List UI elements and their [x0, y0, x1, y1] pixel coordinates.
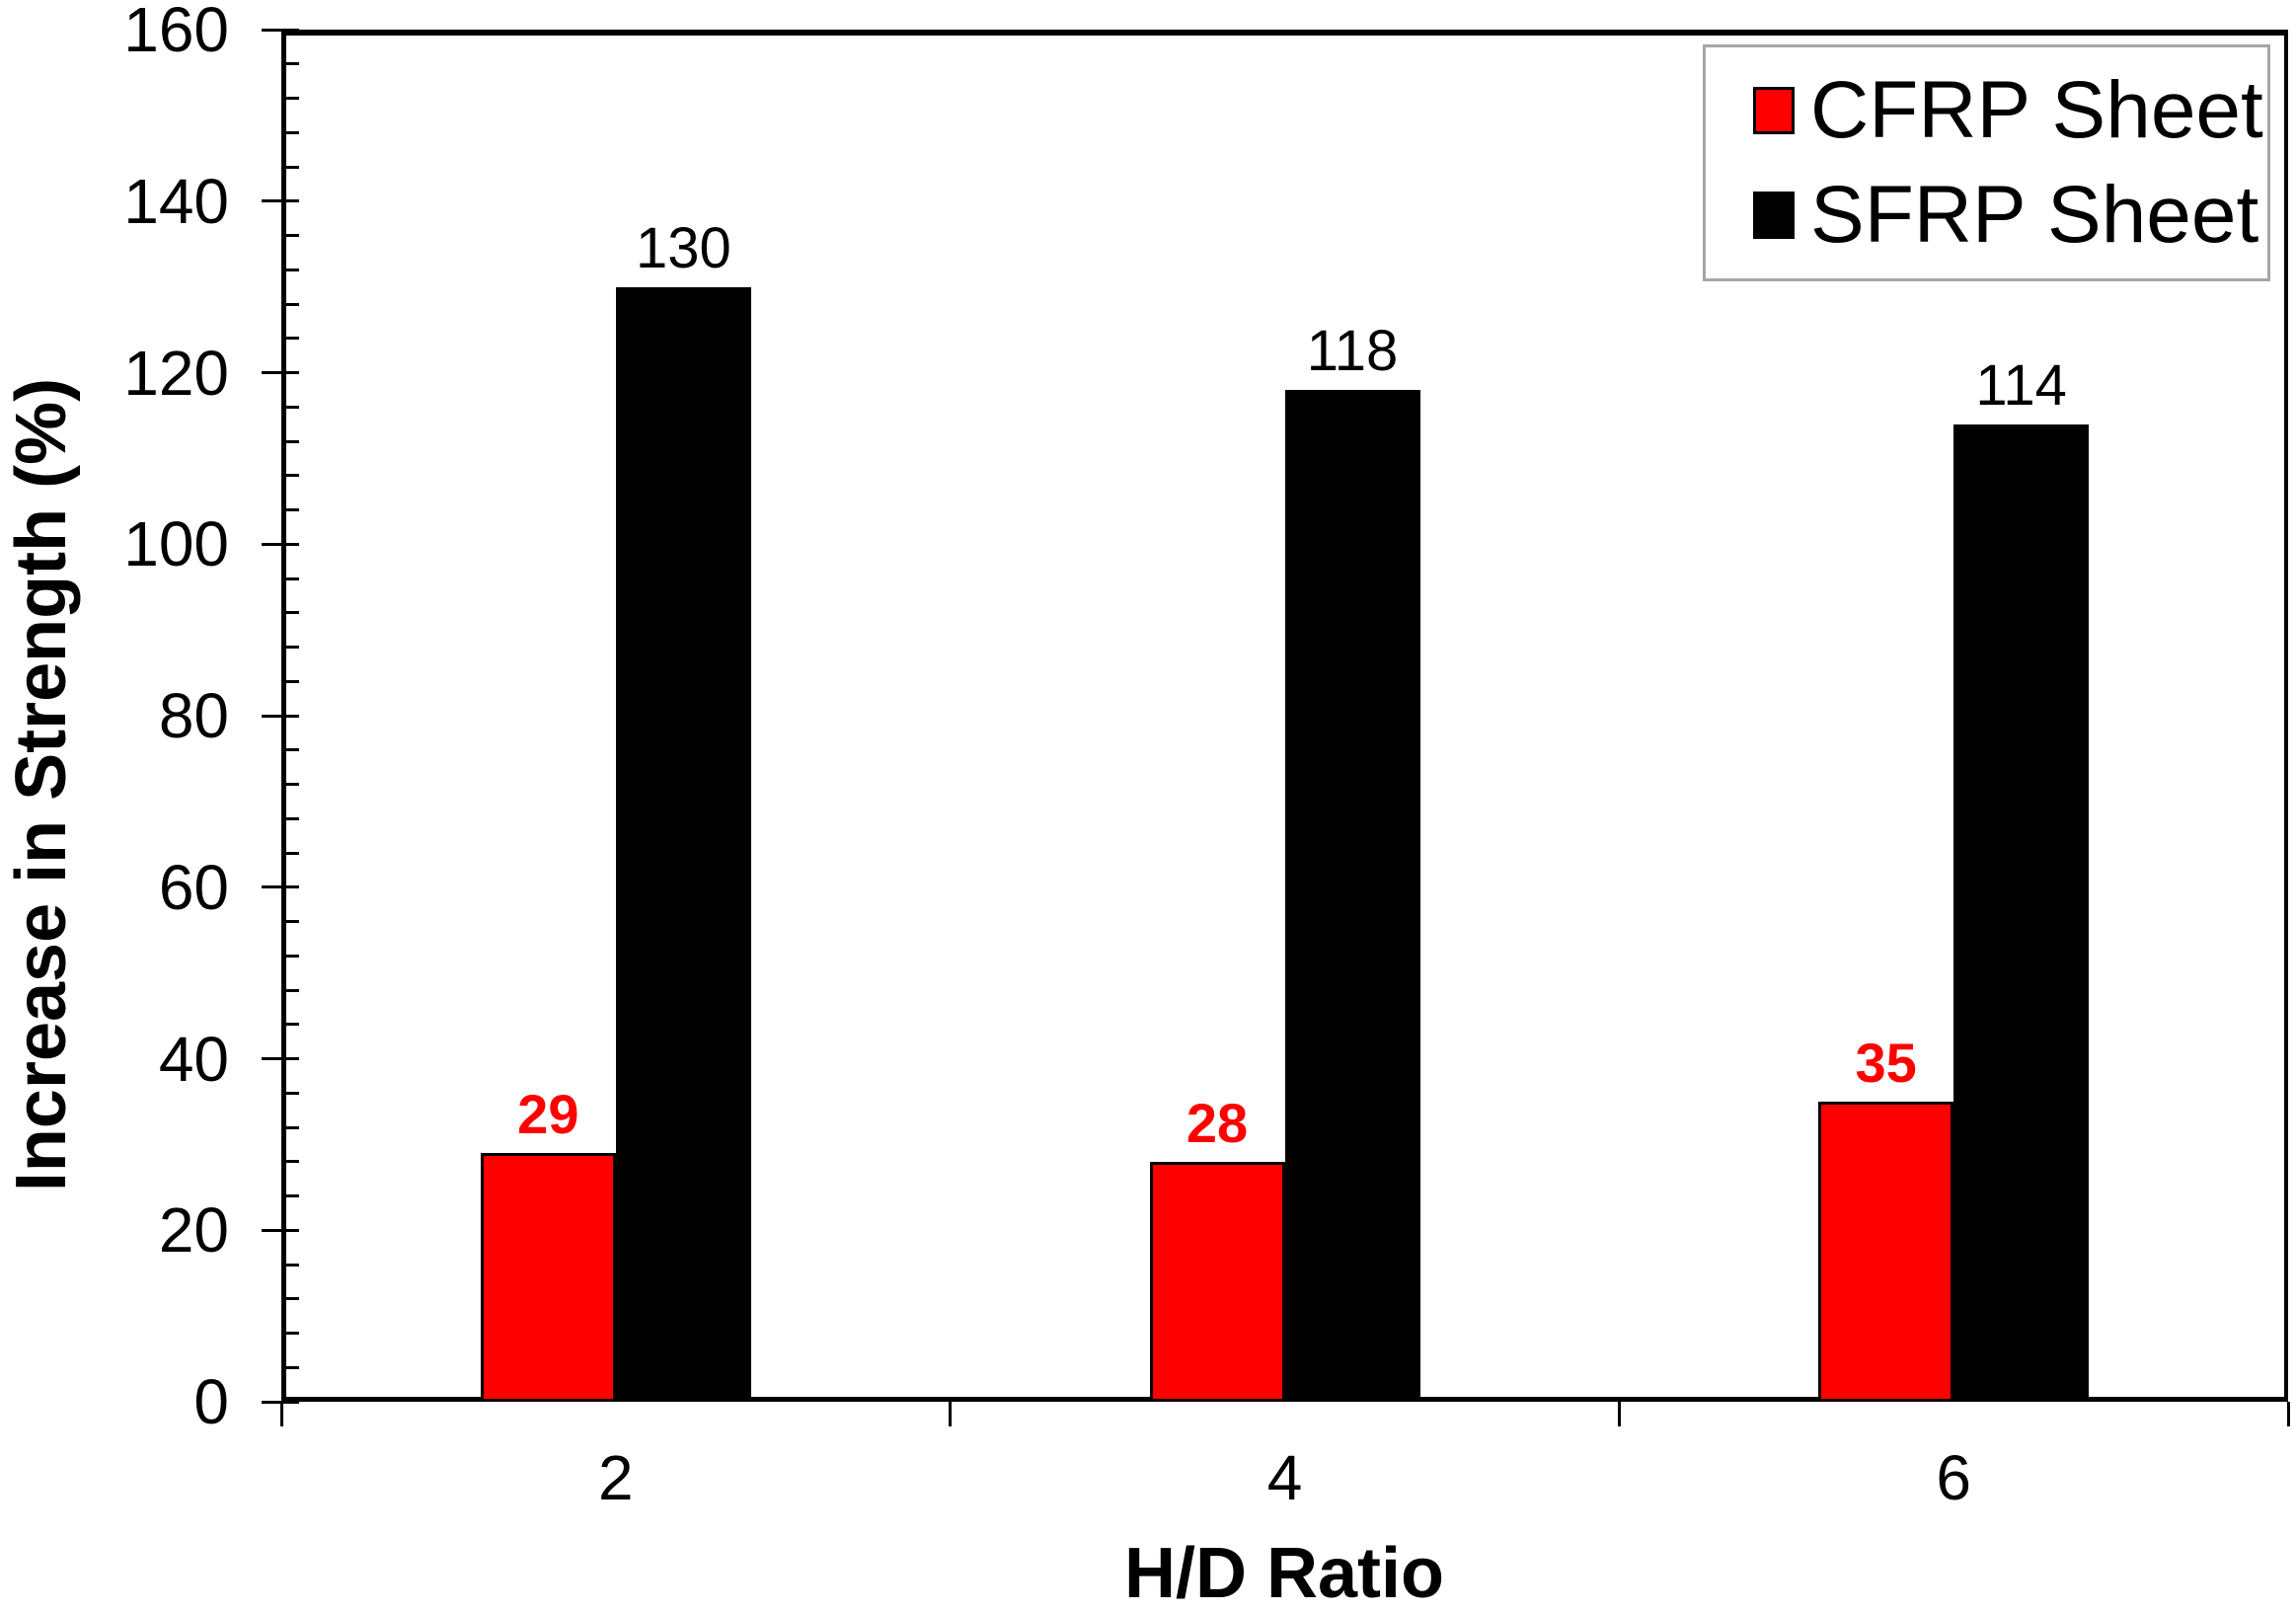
y-minor-tick	[282, 405, 299, 409]
x-tick	[2286, 1402, 2290, 1426]
y-tick-label: 120	[123, 337, 229, 409]
y-tick-label: 60	[158, 851, 229, 923]
y-minor-tick	[282, 783, 299, 786]
y-minor-tick	[282, 439, 299, 443]
y-tick-label: 0	[193, 1366, 229, 1437]
y-minor-tick	[282, 576, 299, 580]
legend-swatch-cfrp-sheet	[1753, 87, 1795, 135]
y-major-tick	[262, 28, 299, 32]
y-minor-tick	[282, 646, 299, 649]
bar-value-label: 130	[635, 215, 731, 280]
y-minor-tick	[282, 954, 299, 958]
y-axis-title: Increase in Strength (%)	[2, 377, 81, 1192]
y-minor-tick	[282, 920, 299, 923]
y-major-tick	[262, 714, 299, 718]
y-minor-tick	[282, 1160, 299, 1164]
x-tick	[949, 1402, 953, 1426]
y-tick-label: 40	[158, 1023, 229, 1095]
bar-sfrp-sheet	[1284, 389, 1420, 1402]
y-minor-tick	[282, 474, 299, 478]
y-minor-tick	[282, 1263, 299, 1267]
x-tick-label: 2	[598, 1442, 634, 1513]
bar-value-label: 35	[1855, 1031, 1917, 1094]
y-minor-tick	[282, 988, 299, 992]
y-minor-tick	[282, 851, 299, 855]
y-minor-tick	[282, 337, 299, 341]
legend-item: SFRP Sheet	[1753, 169, 2267, 260]
y-major-tick	[262, 885, 299, 889]
y-minor-tick	[282, 62, 299, 66]
legend-swatch-sfrp-sheet	[1753, 191, 1795, 239]
y-major-tick	[262, 1057, 299, 1060]
y-minor-tick	[282, 816, 299, 820]
x-tick-label: 4	[1266, 1442, 1303, 1513]
y-major-tick	[262, 542, 299, 546]
bar-cfrp-sheet	[480, 1153, 616, 1402]
y-minor-tick	[282, 268, 299, 271]
y-minor-tick	[282, 1297, 299, 1301]
bar-value-label: 118	[1306, 318, 1399, 383]
legend-item: CFRP Sheet	[1753, 70, 2267, 151]
y-minor-tick	[282, 165, 299, 169]
y-major-tick	[262, 371, 299, 374]
y-minor-tick	[282, 748, 299, 752]
y-tick-label: 80	[158, 680, 229, 751]
y-minor-tick	[282, 1194, 299, 1197]
y-minor-tick	[282, 1332, 299, 1335]
y-minor-tick	[282, 234, 299, 237]
x-axis-title: H/D Ratio	[1124, 1534, 1444, 1613]
y-major-tick	[262, 199, 299, 203]
y-minor-tick	[282, 611, 299, 615]
y-minor-tick	[282, 1023, 299, 1027]
bar-cfrp-sheet	[1149, 1161, 1285, 1402]
y-minor-tick	[282, 679, 299, 683]
y-tick-label: 20	[158, 1194, 229, 1267]
bar-value-label: 114	[1975, 352, 2067, 418]
y-minor-tick	[282, 508, 299, 511]
y-minor-tick	[282, 302, 299, 306]
bar-value-label: 29	[517, 1083, 579, 1146]
x-tick	[1617, 1402, 1621, 1426]
y-minor-tick	[282, 1091, 299, 1095]
y-minor-tick	[282, 97, 299, 100]
y-minor-tick	[282, 1365, 299, 1369]
legend: CFRP Sheet SFRP Sheet	[1703, 44, 2270, 281]
y-minor-tick	[282, 1125, 299, 1129]
bar-cfrp-sheet	[1818, 1101, 1954, 1402]
y-tick-label: 160	[123, 0, 229, 65]
y-major-tick	[262, 1228, 299, 1232]
legend-label: CFRP Sheet	[1810, 65, 2263, 156]
y-minor-tick	[282, 130, 299, 134]
y-tick-label: 100	[123, 508, 229, 580]
bar-sfrp-sheet	[1953, 423, 2090, 1402]
bar-sfrp-sheet	[615, 286, 751, 1402]
y-tick-label: 140	[123, 165, 229, 237]
x-tick-label: 6	[1936, 1442, 1971, 1513]
x-tick	[279, 1402, 283, 1426]
legend-label: SFRP Sheet	[1810, 169, 2259, 260]
bar-value-label: 28	[1186, 1091, 1249, 1154]
